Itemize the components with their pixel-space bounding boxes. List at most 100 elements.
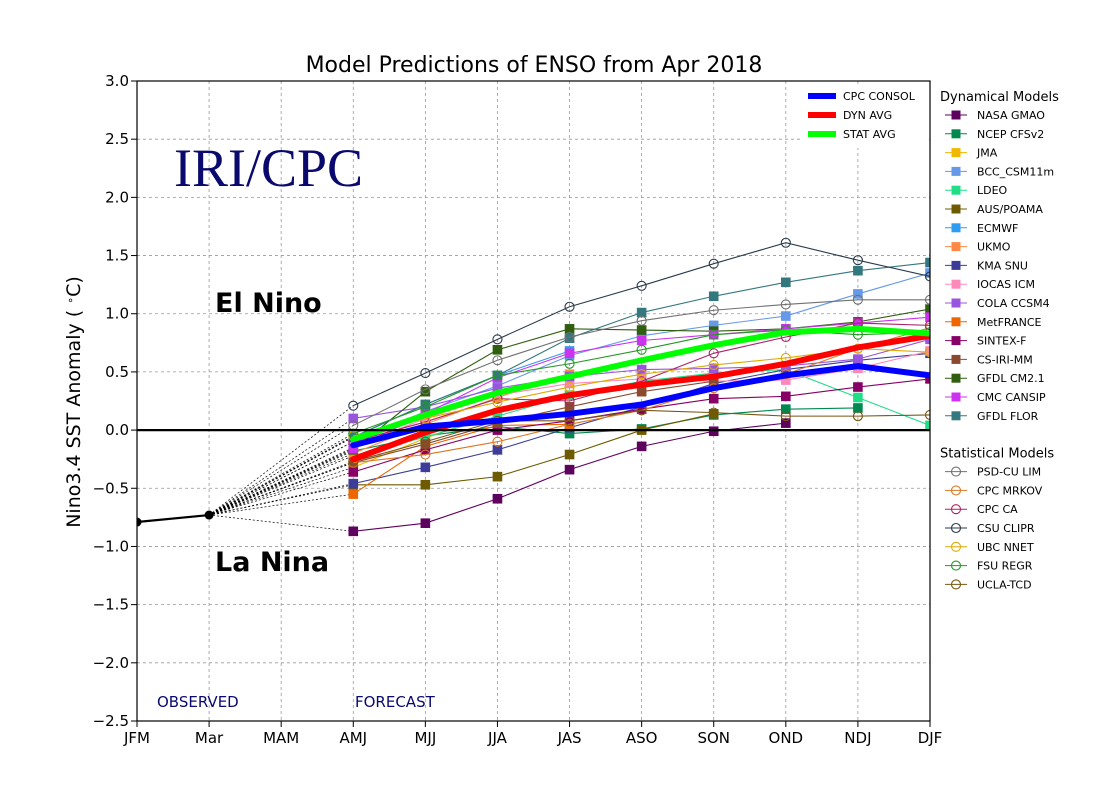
point-ldeo — [925, 420, 930, 431]
legend-group-title: Dynamical Models — [940, 90, 1059, 105]
point-cola-ccsm4 — [348, 413, 359, 424]
connector-kma-snu — [209, 483, 354, 516]
x-tick-label: MJJ — [414, 729, 436, 747]
legend-marker-cola-ccsm4 — [951, 298, 961, 308]
line-csu-clipr — [353, 242, 930, 407]
legend-label-kma-snu: KMA SNU — [977, 259, 1028, 272]
y-axis: −2.5 −2.0 −1.5 −1.0 −0.5 0.0 0.5 1.0 1.5 2.0 2.5 3.… — [93, 72, 137, 730]
point-kma-snu — [348, 478, 359, 489]
point-ucla-tcd — [708, 407, 719, 418]
point-fsu-regr — [564, 358, 575, 369]
legend-marker-csu-clipr — [950, 522, 962, 534]
legend-label-aus-poama: AUS/POAMA — [977, 203, 1043, 216]
y-axis-label: Nino3.4 SST Anomaly ( ∘C) — [63, 276, 85, 528]
y-tick-label: −1.5 — [93, 596, 129, 614]
point-ucla-tcd — [420, 436, 431, 447]
legend-label-gfdl-flor: GFDL FLOR — [977, 410, 1039, 423]
legend-label-cmc-cansip: CMC CANSIP — [977, 391, 1046, 404]
legend-label-psd-cu-lim: PSD-CU LIM — [977, 466, 1041, 479]
legend-label-iocas-icm: IOCAS ICM — [977, 278, 1035, 291]
point-kma-snu — [420, 462, 431, 473]
x-tick-label: NDJ — [844, 729, 871, 747]
legend-marker-bcc-csm11m — [951, 166, 961, 176]
point-nasa-gmao — [564, 464, 575, 475]
legend-marker-cmc-cansip — [951, 392, 961, 402]
x-tick-label: OND — [769, 729, 804, 747]
legend-label-ukmo: UKMO — [977, 241, 1011, 254]
connector-psd-cu-lim — [208, 425, 354, 516]
legend-label-cola-ccsm4: COLA CCSM4 — [977, 297, 1050, 310]
point-gfdl-flor — [708, 291, 719, 302]
observed-forecast-connectors — [208, 405, 354, 532]
point-ubc-nnet — [708, 359, 719, 370]
series-fsu-regr — [348, 324, 930, 439]
point-fsu-regr — [492, 370, 503, 381]
point-gfdl-cm2-1 — [564, 324, 575, 334]
line-metfrance — [352, 423, 570, 495]
point-gfdl-flor — [853, 265, 863, 276]
point-gfdl-cm2-1 — [925, 304, 930, 314]
legend-marker-nasa-gmao — [951, 110, 961, 120]
legend-marker-aus-poama — [951, 204, 961, 214]
series-ucla-tcd — [348, 405, 930, 467]
point-nasa-gmao — [492, 493, 503, 504]
point-aus-poama — [492, 471, 503, 482]
legend-label-sintex-f: SINTEX-F — [977, 335, 1026, 348]
point-cs-iri-mm — [636, 386, 647, 397]
plot-frame — [136, 80, 931, 722]
point-cpc-ca — [708, 348, 719, 359]
point-csu-clipr — [636, 280, 647, 291]
legend-marker-gfdl-cm2-1 — [951, 373, 961, 383]
x-tick-label: Mar — [195, 729, 224, 747]
legend-label-jma: JMA — [976, 147, 998, 160]
point-ucla-tcd — [852, 411, 863, 422]
point-cola-ccsm4 — [853, 354, 863, 364]
point-cpc-mrkov — [924, 322, 930, 333]
connector-iocas-icm — [208, 447, 354, 516]
point-ucla-tcd — [780, 411, 791, 422]
point-ldeo — [853, 392, 863, 403]
legend-marker-ubc-nnet — [950, 541, 962, 552]
point-sintex-f — [781, 391, 791, 402]
y-tick-label: −2.0 — [93, 654, 129, 672]
point-aus-poama — [564, 449, 575, 460]
point-nasa-gmao — [708, 426, 719, 437]
point-psd-cu-lim — [780, 299, 791, 310]
x-tick-label: ASO — [626, 729, 658, 747]
point-cmc-cansip — [564, 348, 575, 359]
legend-label-gfdl-cm2-1: GFDL CM2.1 — [977, 372, 1045, 385]
legend-group-title: Statistical Models — [940, 447, 1054, 462]
legend-label-cs-iri-mm: CS-IRI-MM — [977, 353, 1033, 366]
line-ucla-tcd — [353, 409, 930, 463]
y-tick-label: −1.0 — [93, 537, 129, 555]
point-cpc-ca — [924, 320, 930, 331]
legend-marker-ncep-cfsv2 — [951, 129, 961, 139]
series-psd-cu-lim — [348, 294, 930, 431]
point-gfdl-flor — [636, 307, 647, 318]
y-tick-label: 0.5 — [105, 363, 129, 381]
point-ubc-nnet — [492, 397, 503, 408]
legend-marker-cs-iri-mm — [951, 354, 961, 364]
point-sintex-f — [853, 382, 863, 392]
point-psd-cu-lim — [708, 305, 719, 316]
point-fsu-regr — [708, 329, 719, 340]
point-fsu-regr — [636, 344, 647, 355]
point-sintex-f — [348, 467, 359, 477]
legend-label-fsu-regr: FSU REGR — [977, 560, 1033, 573]
legend-marker-ucla-tcd — [950, 579, 962, 590]
connector-ubc-nnet — [208, 435, 354, 516]
legend-label-cpc-consol: CPC CONSOL — [843, 90, 916, 103]
point-bcc-csm11m — [781, 311, 791, 321]
summary-cpc-consol — [350, 363, 930, 449]
point-csu-clipr — [780, 237, 791, 248]
la-nina-label: La Nina — [215, 547, 329, 578]
connector-gfdl-flor — [208, 436, 354, 516]
degree-symbol: ∘ — [64, 297, 77, 304]
point-gfdl-flor — [781, 277, 791, 288]
point-nasa-gmao — [781, 418, 791, 428]
legend-marker-cpc-mrkov — [950, 485, 962, 496]
observed-point — [137, 517, 142, 527]
legend-marker-sintex-f — [951, 336, 961, 346]
point-sintex-f — [925, 374, 930, 384]
point-csu-clipr — [564, 301, 575, 312]
